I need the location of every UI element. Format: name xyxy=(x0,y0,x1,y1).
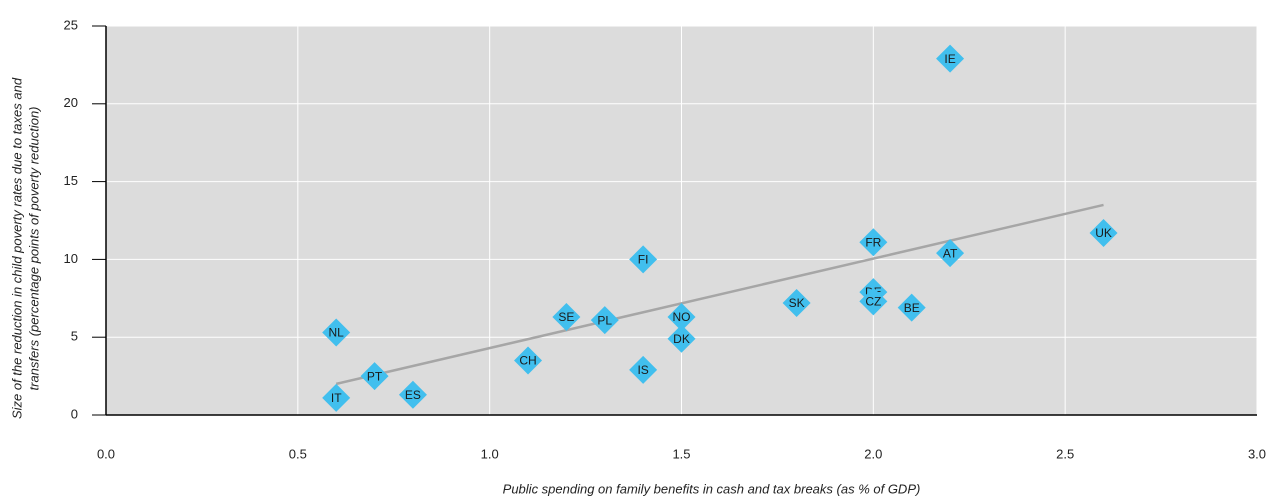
y-tick-label: 10 xyxy=(64,251,78,266)
point-label: IE xyxy=(944,52,955,66)
point-label: FI xyxy=(638,253,649,267)
trend-line xyxy=(335,203,1104,386)
point-label: NO xyxy=(673,310,691,324)
point xyxy=(782,288,811,317)
point-label: ES xyxy=(405,388,421,402)
point xyxy=(936,44,965,73)
x-tick-label: 3.0 xyxy=(1248,446,1266,461)
y-tick-label: 15 xyxy=(64,173,78,188)
point-label: NL xyxy=(329,326,345,340)
x-tick-label: 2.0 xyxy=(864,446,882,461)
x-tick-label: 2.5 xyxy=(1056,446,1074,461)
point xyxy=(629,355,658,384)
point xyxy=(590,306,619,335)
y-tick-label: 5 xyxy=(71,329,78,344)
y-tick-label: 20 xyxy=(64,95,78,110)
point xyxy=(398,380,427,409)
point-label: DK xyxy=(673,332,690,346)
point xyxy=(667,324,696,353)
point-label: PL xyxy=(597,313,612,327)
point-label: CH xyxy=(519,354,536,368)
point xyxy=(514,346,543,375)
y-tick-label: 25 xyxy=(64,17,78,32)
point xyxy=(859,287,888,316)
point xyxy=(629,245,658,274)
point-label: IT xyxy=(331,391,342,405)
point xyxy=(322,383,351,412)
point-label: SK xyxy=(789,296,805,310)
point-label: SE xyxy=(558,310,574,324)
point-label: AT xyxy=(943,246,958,260)
point xyxy=(667,302,696,331)
point-label: IS xyxy=(637,363,648,377)
point xyxy=(859,228,888,257)
point xyxy=(1089,218,1118,247)
y-axis-label: Size of the reduction in child poverty r… xyxy=(9,77,24,419)
x-tick-label: 0.5 xyxy=(289,446,307,461)
y-axis-label: transfers (percentage points of poverty … xyxy=(26,107,41,391)
point-label: PT xyxy=(367,369,383,383)
point xyxy=(322,318,351,347)
point-label: CZ xyxy=(865,295,881,309)
point xyxy=(360,362,389,391)
x-tick-label: 0.0 xyxy=(97,446,115,461)
x-tick-label: 1.5 xyxy=(672,446,690,461)
point-label: UK xyxy=(1095,226,1112,240)
point xyxy=(897,293,926,322)
point xyxy=(552,302,581,331)
y-tick-label: 0 xyxy=(71,406,78,421)
point xyxy=(936,239,965,268)
x-axis-label: Public spending on family benefits in ca… xyxy=(503,481,921,496)
point-label: BE xyxy=(904,301,920,315)
x-tick-label: 1.0 xyxy=(481,446,499,461)
point-label: FR xyxy=(865,235,881,249)
